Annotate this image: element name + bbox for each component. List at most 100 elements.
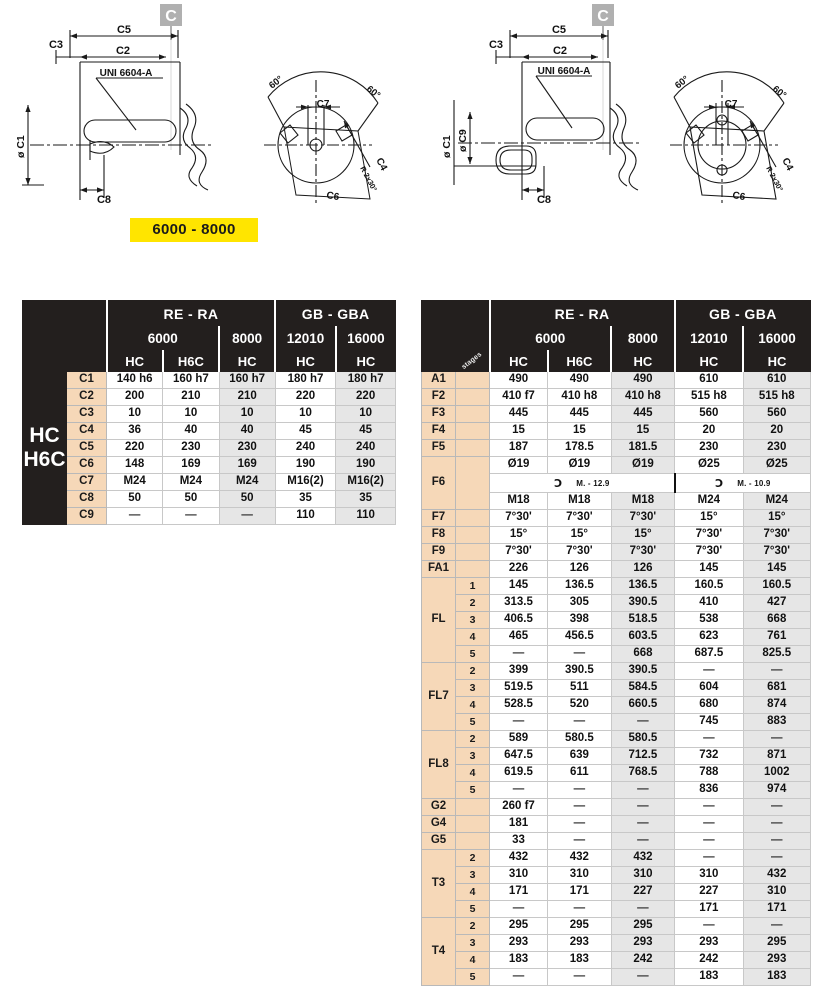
cell: 490 (547, 371, 612, 389)
table-dimensions-c: RE - RA GB - GBA 6000 8000 12010 16000 H… (22, 300, 397, 525)
cell: 511 (547, 679, 612, 697)
cell: 515 h8 (674, 388, 744, 406)
type-header-hc-2: HC (610, 350, 676, 372)
cell: 732 (674, 747, 744, 765)
cell: 761 (742, 628, 812, 646)
table-row: FA1 226 126 126 145 145 (421, 560, 812, 578)
cell: 169 (218, 456, 276, 474)
cell: 1002 (742, 764, 812, 782)
cell: 584.5 (610, 679, 676, 697)
cell: 110 (274, 507, 337, 525)
cell: — (610, 781, 676, 799)
table-row: F2 410 f7 410 h8 410 h8 515 h8 515 h8 (421, 388, 812, 406)
cell: 768.5 (610, 764, 676, 782)
stage-cell: 3 (455, 866, 490, 884)
cell: 295 (488, 917, 549, 935)
header-row-groups: RE - RA GB - GBA (22, 300, 397, 372)
cell: — (674, 730, 744, 748)
table-row: G2 260 f7 — — — — (421, 798, 812, 816)
table-row: F9 7°30' 7°30' 7°30' 7°30' 7°30' (421, 543, 812, 561)
stage-cell: 2 (455, 730, 490, 748)
cell: — (105, 507, 164, 525)
table-row: Ɔ M. - 12.9 Ɔ M. - 10.9 (422, 473, 811, 493)
row-label-f9: F9 (421, 543, 456, 561)
cell: 242 (674, 951, 744, 969)
cell: 7°30' (610, 543, 676, 561)
table-row: T3 2 432 432 432 — — (421, 849, 812, 918)
f6-bolt-grade-left: Ɔ M. - 12.9 (488, 473, 676, 493)
cell: M24 (105, 473, 164, 491)
stage-cell (455, 456, 490, 510)
cell: Ø19 (488, 456, 549, 474)
cell: M24 (218, 473, 276, 491)
stage-cell (455, 388, 490, 406)
cell: 183 (674, 968, 744, 986)
size-header-16000: 16000 (742, 326, 812, 351)
row-label-f4: F4 (421, 422, 456, 440)
cell: 50 (218, 490, 276, 508)
cell: 883 (742, 713, 812, 731)
cell: 603.5 (610, 628, 676, 646)
cell: 15 (610, 422, 676, 440)
cell: 293 (488, 934, 549, 952)
stage-cell: 2 (455, 594, 490, 612)
cell: 183 (488, 951, 549, 969)
cell: 160 h7 (162, 371, 220, 389)
table-row: C2 200 210 210 220 220 (23, 388, 396, 406)
cell: 610 (674, 371, 744, 389)
cell: 260 f7 (488, 798, 549, 816)
dim-c8-label: C8 (537, 194, 551, 206)
cell: 45 (335, 422, 396, 440)
stage-cell: 3 (455, 679, 490, 697)
cell: 7°30' (742, 543, 812, 561)
bolt-grade-label: M. - 12.9 (576, 478, 610, 488)
stage-cell: 5 (455, 900, 490, 918)
cell: Ø25 (674, 456, 744, 474)
cell: 580.5 (610, 730, 676, 748)
cell: 293 (547, 934, 612, 952)
section-marker-c-icon: C (160, 4, 182, 150)
cell: 871 (742, 747, 812, 765)
cell: 310 (674, 866, 744, 884)
cell: 180 h7 (274, 371, 337, 389)
type-header-hc-4: HC (742, 350, 812, 372)
cell: 20 (742, 422, 812, 440)
stage-cell: 4 (455, 883, 490, 901)
table-row: FL7 2 399 390.5 390.5 — — (421, 662, 812, 731)
cell: — (674, 832, 744, 850)
stage-cell: 2 (455, 849, 490, 867)
cell: 171 (547, 883, 612, 901)
row-label-c5: C5 (66, 439, 107, 457)
cell: 240 (335, 439, 396, 457)
stage-cell: 1 (455, 577, 490, 595)
cell: 456.5 (547, 628, 612, 646)
size-header-8000: 8000 (610, 326, 676, 351)
cell: — (674, 798, 744, 816)
table-row: C9 — — — 110 110 (23, 507, 396, 525)
cell: 171 (674, 900, 744, 918)
row-label-c6: C6 (66, 456, 107, 474)
cell: 668 (742, 611, 812, 629)
table-row: 3 310 310 310 310 432 (422, 866, 812, 884)
cell: 136.5 (547, 577, 612, 595)
cell: 169 (162, 456, 220, 474)
cell: M16(2) (274, 473, 337, 491)
cell: — (742, 815, 812, 833)
cell: 410 (674, 594, 744, 612)
cell: — (742, 917, 812, 935)
stages-header: stages (455, 350, 490, 372)
group-header-gb-gba: GB - GBA (274, 300, 397, 327)
cell: 145 (488, 577, 549, 595)
type-header-hc-3: HC (673, 350, 744, 372)
cell: 171 (488, 883, 549, 901)
cell: — (674, 662, 744, 680)
cell: 15° (488, 526, 549, 544)
stage-cell (455, 526, 490, 544)
standard-note-right: UNI 6604-A (538, 66, 591, 77)
table-row: F6 Ø19 Ø19 Ø19 Ø25 Ø25 (421, 456, 812, 510)
cell: 136.5 (610, 577, 676, 595)
stage-cell: 2 (455, 662, 490, 680)
cell: 518.5 (610, 611, 676, 629)
header-row-types: stages HC H6C HC HC HC (422, 350, 812, 372)
side-label-line-1: HC (29, 423, 60, 447)
